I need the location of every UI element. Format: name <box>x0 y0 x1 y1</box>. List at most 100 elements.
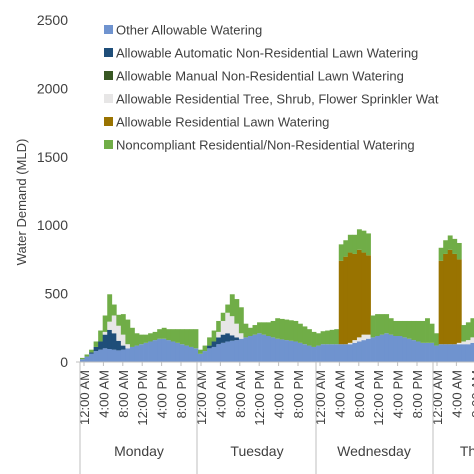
bar-other-49 <box>302 344 308 362</box>
bar-other-16 <box>152 340 158 362</box>
x-tick-label: 4:00 AM <box>213 370 228 418</box>
bar-other-32 <box>225 341 231 362</box>
bar-other-5 <box>102 348 108 362</box>
bar-noncomp-8 <box>116 314 122 326</box>
bar-other-26 <box>198 353 203 362</box>
bar-noncomp-1 <box>84 354 90 357</box>
x-tick-label: 8:00 AM <box>233 370 248 418</box>
bar-other-68 <box>388 334 394 362</box>
bar-res_tree-84 <box>461 341 467 345</box>
bar-other-44 <box>279 339 285 362</box>
bar-other-64 <box>370 337 376 362</box>
bar-other-55 <box>329 344 335 362</box>
bar-other-23 <box>184 345 190 362</box>
bar-noncomp-52 <box>316 333 321 346</box>
bar-noncomp-61 <box>356 229 362 250</box>
bar-noncomp-9 <box>120 314 126 335</box>
legend-swatch-auto_nonres <box>104 48 113 57</box>
x-tick-label: 8:00 AM <box>469 370 474 418</box>
bar-noncomp-53 <box>320 331 326 345</box>
x-tick-label: 12:00 AM <box>313 370 328 425</box>
bar-noncomp-47 <box>293 320 299 342</box>
x-tick-label: 12:00 AM <box>194 370 209 425</box>
bar-other-85 <box>465 344 471 362</box>
bar-noncomp-55 <box>329 329 335 345</box>
bar-other-24 <box>188 346 194 362</box>
bar-other-2 <box>89 353 94 362</box>
bar-other-79 <box>438 344 444 362</box>
day-label: Wednesday <box>337 443 411 459</box>
bar-other-48 <box>297 342 303 362</box>
bar-other-27 <box>202 351 208 362</box>
bar-noncomp-12 <box>134 333 140 346</box>
bar-auto_nonres-30 <box>216 337 222 345</box>
bar-other-38 <box>252 334 258 362</box>
bar-noncomp-56 <box>334 329 340 345</box>
bar-noncomp-68 <box>388 318 394 335</box>
bar-noncomp-4 <box>98 330 104 342</box>
bar-noncomp-24 <box>188 329 194 347</box>
bar-auto_nonres-33 <box>229 335 235 341</box>
bar-res_tree-59 <box>347 342 353 345</box>
x-tick-label: 4:00 PM <box>155 370 170 418</box>
bar-noncomp-45 <box>284 319 290 341</box>
bar-res_tree-35 <box>238 333 244 339</box>
y-tick-label: 500 <box>45 286 69 302</box>
bar-other-33 <box>229 340 235 362</box>
bar-noncomp-34 <box>234 299 240 324</box>
bar-other-61 <box>356 341 362 362</box>
bar-res_lawn-83 <box>456 259 462 343</box>
bar-noncomp-39 <box>257 322 262 334</box>
bar-other-9 <box>120 349 126 362</box>
bar-other-72 <box>406 338 412 362</box>
bar-auto_nonres-6 <box>107 329 113 349</box>
bar-res_tree-10 <box>125 344 131 349</box>
bar-res_lawn-59 <box>347 252 353 343</box>
bar-other-43 <box>275 338 281 362</box>
bar-other-19 <box>166 340 172 362</box>
bar-res_tree-30 <box>216 331 222 338</box>
bar-res_tree-33 <box>229 316 235 336</box>
y-axis-title: Water Demand (MLD) <box>14 139 29 266</box>
bar-noncomp-0 <box>80 357 85 360</box>
bar-noncomp-67 <box>384 314 390 334</box>
bar-noncomp-83 <box>456 242 462 260</box>
bar-noncomp-25 <box>193 329 199 349</box>
bar-noncomp-32 <box>225 304 231 313</box>
bar-other-76 <box>425 342 430 362</box>
bar-auto_nonres-3 <box>93 346 99 352</box>
bar-noncomp-21 <box>175 329 181 343</box>
bar-other-11 <box>129 346 135 362</box>
x-tick-label: 4:00 AM <box>449 370 464 418</box>
bar-res_tree-8 <box>116 325 122 341</box>
bar-res_tree-63 <box>366 334 371 339</box>
x-tick-label: 8:00 PM <box>410 370 425 418</box>
legend: Other Allowable Watering Allowable Automa… <box>98 16 474 158</box>
bar-noncomp-48 <box>297 323 303 343</box>
y-tick-label: 1500 <box>37 149 68 165</box>
bar-res_tree-6 <box>107 321 113 330</box>
bar-auto_nonres-5 <box>102 334 108 349</box>
x-tick-label: 4:00 PM <box>272 370 287 418</box>
x-tick-label: 12:00 PM <box>252 370 267 426</box>
bar-other-57 <box>338 344 344 362</box>
bar-other-13 <box>139 344 144 362</box>
bar-other-31 <box>220 342 226 362</box>
bar-noncomp-46 <box>288 320 294 341</box>
bar-res_lawn-81 <box>447 249 453 345</box>
bar-noncomp-78 <box>434 333 440 346</box>
legend-swatch-res_tree <box>104 94 113 103</box>
bar-other-21 <box>175 342 181 362</box>
bar-noncomp-37 <box>247 327 253 337</box>
bar-res_lawn-60 <box>352 253 358 341</box>
bar-other-3 <box>93 351 99 362</box>
bar-res_lawn-62 <box>361 252 367 335</box>
day-label: Tuesday <box>230 443 283 459</box>
x-tick-label: 4:00 AM <box>96 370 111 418</box>
bar-noncomp-80 <box>443 240 449 254</box>
bar-noncomp-38 <box>252 325 258 335</box>
bar-other-14 <box>143 342 149 362</box>
bar-noncomp-76 <box>425 318 430 343</box>
bar-noncomp-60 <box>352 234 358 254</box>
bar-noncomp-64 <box>370 315 376 338</box>
